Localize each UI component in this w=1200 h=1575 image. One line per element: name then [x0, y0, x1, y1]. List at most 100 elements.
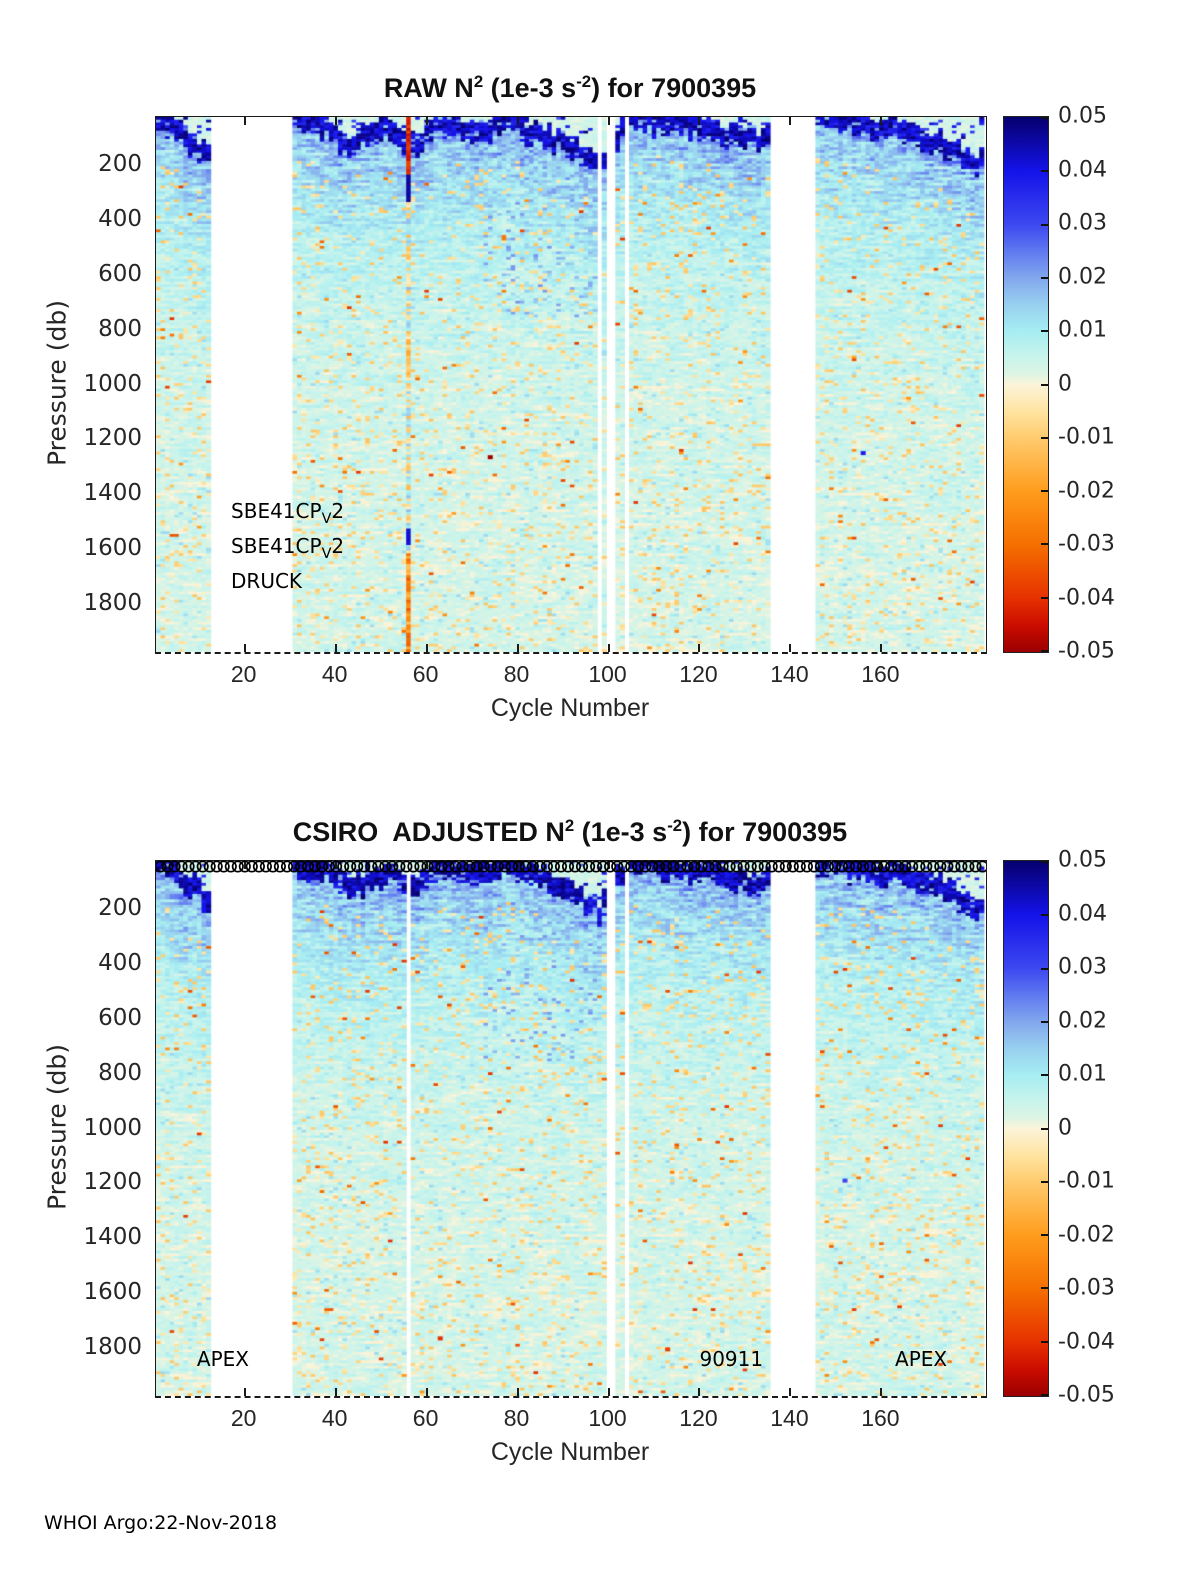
- raw-n2-chart: RAW N2 (1e-3 s-2) for 7900395 Pressure (…: [0, 70, 1200, 770]
- x-tick-mark: [516, 1388, 519, 1396]
- raw-x-tick-labels: 20 40 60 80 100 120 140 160: [155, 661, 985, 691]
- colorbar-tick-label: -0.05: [1058, 1382, 1115, 1408]
- y-tick-label: 800: [98, 1059, 142, 1086]
- adjusted-colorbar-labels: 0.05 0.04 0.03 0.02 0.01 0 -0.01 -0.02 -0.03 -0.0…: [1058, 848, 1148, 1408]
- x-tick-mark: [243, 644, 246, 652]
- x-tick-mark: [243, 861, 246, 869]
- colorbar-tick-label: 0.02: [1058, 264, 1107, 289]
- x-tick-label: 160: [861, 661, 900, 687]
- y-tick-label: 800: [98, 315, 142, 342]
- colorbar-tick-mark: [1041, 914, 1048, 917]
- y-tick-label: 1600: [83, 535, 142, 562]
- x-tick-label: 60: [412, 661, 439, 687]
- title-superscript: -2: [576, 72, 592, 91]
- adjusted-x-axis-label: Cycle Number: [490, 1438, 650, 1466]
- plot-annotation: 90911: [699, 1346, 764, 1371]
- colorbar-tick-mark: [1041, 861, 1048, 863]
- annotation-subscript: V: [321, 511, 332, 528]
- colorbar-tick-mark: [1041, 117, 1048, 119]
- colorbar-tick-label: -0.04: [1058, 1329, 1115, 1354]
- x-tick-mark: [607, 1388, 610, 1396]
- x-tick-mark: [880, 644, 883, 652]
- raw-colorbar-labels: 0.05 0.04 0.03 0.02 0.01 0 -0.01 -0.02 -0.03 -0.0…: [1058, 104, 1148, 664]
- raw-heatmap-canvas: [156, 117, 986, 652]
- y-tick-label: 400: [98, 949, 142, 976]
- colorbar-tick-label: 0.04: [1058, 157, 1107, 182]
- y-tick-label: 400: [98, 205, 142, 232]
- x-tick-mark: [425, 861, 428, 869]
- y-tick-label: 1800: [83, 1333, 142, 1360]
- x-tick-mark: [607, 644, 610, 652]
- y-tick-label: 200: [98, 151, 142, 177]
- x-tick-mark: [334, 1388, 337, 1396]
- title-text: ) for 7900395: [682, 817, 848, 847]
- colorbar-tick-label: -0.02: [1058, 1222, 1115, 1247]
- y-tick-label: 1400: [83, 1224, 142, 1251]
- annotation-subscript: V: [321, 545, 332, 562]
- adjusted-x-tick-labels: 20 40 60 80 100 120 140 160: [155, 1405, 985, 1435]
- adjusted-heatmap-canvas: [156, 861, 986, 1396]
- title-superscript: -2: [667, 816, 683, 835]
- colorbar-tick-mark: [1041, 650, 1048, 652]
- x-tick-mark: [334, 644, 337, 652]
- cycle-marker-row: [154, 858, 989, 875]
- x-tick-mark: [698, 1388, 701, 1396]
- y-tick-label: 1000: [83, 370, 142, 397]
- colorbar-tick-label: 0: [1058, 371, 1072, 396]
- colorbar-tick-label: 0.02: [1058, 1008, 1107, 1033]
- colorbar-tick-label: 0.05: [1058, 847, 1107, 873]
- colorbar-tick-label: 0.01: [1058, 1061, 1107, 1087]
- x-tick-mark: [516, 117, 519, 125]
- x-tick-mark: [425, 644, 428, 652]
- x-tick-mark: [789, 1388, 792, 1396]
- colorbar-tick-mark: [1041, 967, 1048, 970]
- title-text: CSIRO ADJUSTED N: [292, 817, 565, 847]
- x-tick-label: 80: [503, 661, 530, 687]
- colorbar-tick-mark: [1041, 1340, 1048, 1343]
- adjusted-y-tick-labels: 200 400 600 800 1000 1200 1400 1600 1800: [0, 860, 146, 1395]
- colorbar-tick-mark: [1041, 330, 1048, 333]
- x-tick-mark: [334, 117, 337, 125]
- x-tick-label: 20: [230, 1405, 257, 1431]
- colorbar-tick-label: 0: [1058, 1115, 1072, 1140]
- raw-colorbar: [1003, 116, 1049, 653]
- colorbar-tick-mark: [1041, 1074, 1048, 1077]
- y-tick-label: 1600: [83, 1279, 142, 1306]
- colorbar-tick-mark: [1041, 1234, 1048, 1237]
- x-tick-mark: [243, 1388, 246, 1396]
- y-tick-label: 600: [98, 260, 142, 287]
- colorbar-tick-label: -0.05: [1058, 638, 1115, 664]
- colorbar-tick-mark: [1041, 596, 1048, 599]
- x-tick-label: 40: [321, 1405, 348, 1431]
- x-tick-mark: [425, 1388, 428, 1396]
- title-text: RAW N: [383, 73, 474, 103]
- y-tick-label: 1200: [83, 425, 142, 452]
- x-tick-label: 120: [679, 661, 718, 687]
- title-text: (1e-3 s: [574, 817, 668, 847]
- x-tick-mark: [698, 117, 701, 125]
- title-text: ) for 7900395: [591, 73, 757, 103]
- plot-annotation: SBE41CPV2: [231, 499, 345, 528]
- adjusted-heatmap-plot: APEX 90911 APEX: [154, 858, 989, 1398]
- colorbar-tick-label: -0.01: [1058, 424, 1115, 450]
- colorbar-tick-label: -0.01: [1058, 1168, 1115, 1194]
- colorbar-tick-mark: [1041, 1394, 1048, 1396]
- x-tick-label: 140: [770, 1405, 809, 1431]
- colorbar-tick-mark: [1041, 1287, 1048, 1290]
- x-tick-mark: [516, 644, 519, 652]
- title-superscript: 2: [473, 72, 484, 91]
- x-tick-mark: [789, 117, 792, 125]
- y-tick-label: 1400: [83, 480, 142, 507]
- plot-annotation: SBE41CPV2: [231, 533, 345, 562]
- x-tick-label: 40: [321, 661, 348, 687]
- x-tick-mark: [789, 644, 792, 652]
- colorbar-tick-label: 0.03: [1058, 210, 1107, 236]
- title-superscript: 2: [564, 816, 575, 835]
- x-tick-mark: [880, 117, 883, 125]
- plot-annotation: APEX: [895, 1346, 948, 1371]
- colorbar-tick-mark: [1041, 1020, 1048, 1023]
- colorbar-tick-label: -0.02: [1058, 478, 1115, 503]
- colorbar-tick-label: -0.04: [1058, 585, 1115, 610]
- colorbar-tick-label: -0.03: [1058, 531, 1115, 557]
- colorbar-tick-label: 0.03: [1058, 954, 1107, 980]
